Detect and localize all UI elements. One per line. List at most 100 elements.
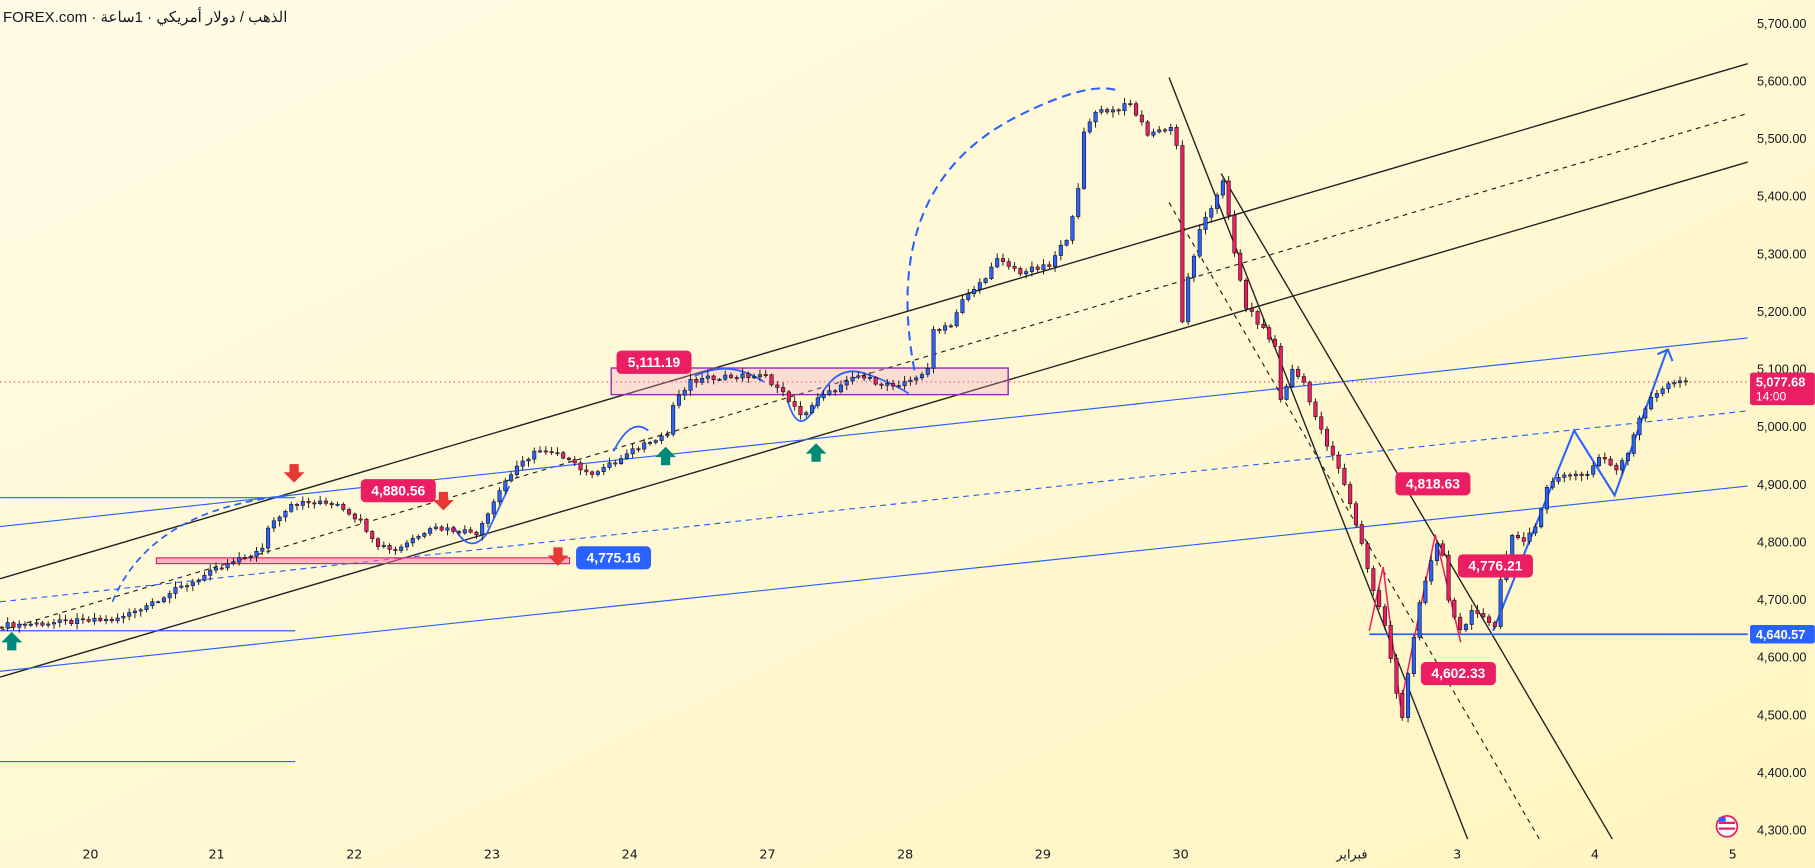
candle [827, 390, 832, 395]
candle [1238, 252, 1243, 281]
candle [393, 549, 398, 551]
candle [1579, 473, 1584, 476]
candle [1145, 121, 1150, 136]
candle [624, 453, 629, 459]
candle [1012, 266, 1017, 269]
last-price-badge [1750, 372, 1815, 406]
date-tick-label: 20 [82, 848, 98, 863]
price-tick-label: 5,000.00 [1757, 419, 1807, 434]
candle [92, 617, 97, 622]
candle [1342, 467, 1347, 485]
candle [572, 459, 577, 464]
price-tick-label: 4,500.00 [1757, 707, 1807, 722]
candle [445, 527, 450, 531]
candle [1672, 382, 1677, 385]
last-price-value: 5,077.68 [1756, 375, 1806, 390]
candle [480, 523, 485, 536]
price-axis[interactable]: 5,700.00 5,600.00 5,500.00 5,400.00 5,300.00… [1750, 16, 1815, 838]
drawings-layer [0, 62, 1748, 840]
candle [1660, 388, 1665, 394]
candle [474, 531, 479, 536]
candle [723, 374, 728, 380]
candle [1614, 464, 1619, 471]
candle [1411, 637, 1416, 674]
candle [341, 503, 346, 510]
candles-layer [0, 97, 1688, 723]
candle [1081, 131, 1087, 189]
candle [804, 412, 809, 416]
candle [1174, 127, 1179, 146]
candle [838, 384, 843, 393]
candle [404, 542, 409, 548]
candle [1521, 537, 1526, 542]
candle [28, 623, 33, 626]
candle [1330, 445, 1335, 456]
candle [1301, 376, 1306, 383]
candle [1487, 616, 1492, 623]
candle [908, 379, 913, 382]
candle [196, 580, 201, 583]
candle [1000, 258, 1006, 262]
candle [954, 312, 959, 327]
candle [11, 622, 16, 628]
price-tick-label: 5,700.00 [1757, 16, 1807, 31]
candle [1382, 606, 1387, 626]
candle [335, 503, 340, 506]
candle [798, 406, 803, 416]
candle [1463, 624, 1468, 630]
date-tick-label: 3 [1453, 848, 1461, 863]
date-tick-label: 4 [1591, 848, 1599, 863]
candle [763, 374, 768, 377]
candle [1290, 368, 1295, 387]
candle [370, 531, 375, 540]
candle [23, 623, 28, 626]
candle [138, 609, 143, 612]
time-axis[interactable]: 20 21 22 23 24 27 28 29 30 فبراير 3 4 5 [82, 848, 1736, 863]
candle [497, 490, 502, 503]
candle [451, 527, 456, 532]
candle [1469, 610, 1474, 625]
candle [879, 383, 884, 386]
candle [705, 375, 710, 379]
candle [1168, 127, 1173, 132]
candle [590, 471, 595, 475]
candle [323, 500, 328, 504]
candle [104, 619, 109, 622]
label-4775-bg [576, 546, 652, 570]
candle [856, 375, 861, 378]
candle [347, 509, 352, 515]
candle [700, 378, 705, 383]
candle [653, 440, 658, 443]
candle [1556, 477, 1561, 482]
candle [127, 612, 132, 617]
candle [1475, 610, 1480, 614]
candle [416, 536, 421, 539]
candle [821, 394, 826, 399]
date-tick-label: 5 [1729, 848, 1737, 863]
candle [1151, 131, 1156, 136]
candle [410, 537, 415, 544]
candle [919, 374, 924, 379]
candle [1122, 103, 1127, 111]
candle [630, 448, 635, 455]
candle [1134, 103, 1139, 116]
candle [1423, 580, 1428, 603]
price-tick-label: 5,500.00 [1757, 131, 1807, 146]
candle [619, 458, 624, 465]
candle [966, 293, 971, 300]
label-4880-bg [360, 479, 436, 503]
projection-arc [111, 494, 290, 603]
candle [1024, 271, 1029, 275]
candle [1452, 599, 1457, 618]
candle [665, 433, 670, 437]
candle [931, 329, 936, 369]
candle [937, 329, 942, 331]
candle [1608, 458, 1613, 466]
candle [532, 450, 537, 460]
candle [1446, 554, 1451, 601]
trend-line [0, 337, 1748, 528]
candle [1226, 180, 1231, 216]
candle [1544, 486, 1549, 510]
candle [433, 526, 438, 529]
